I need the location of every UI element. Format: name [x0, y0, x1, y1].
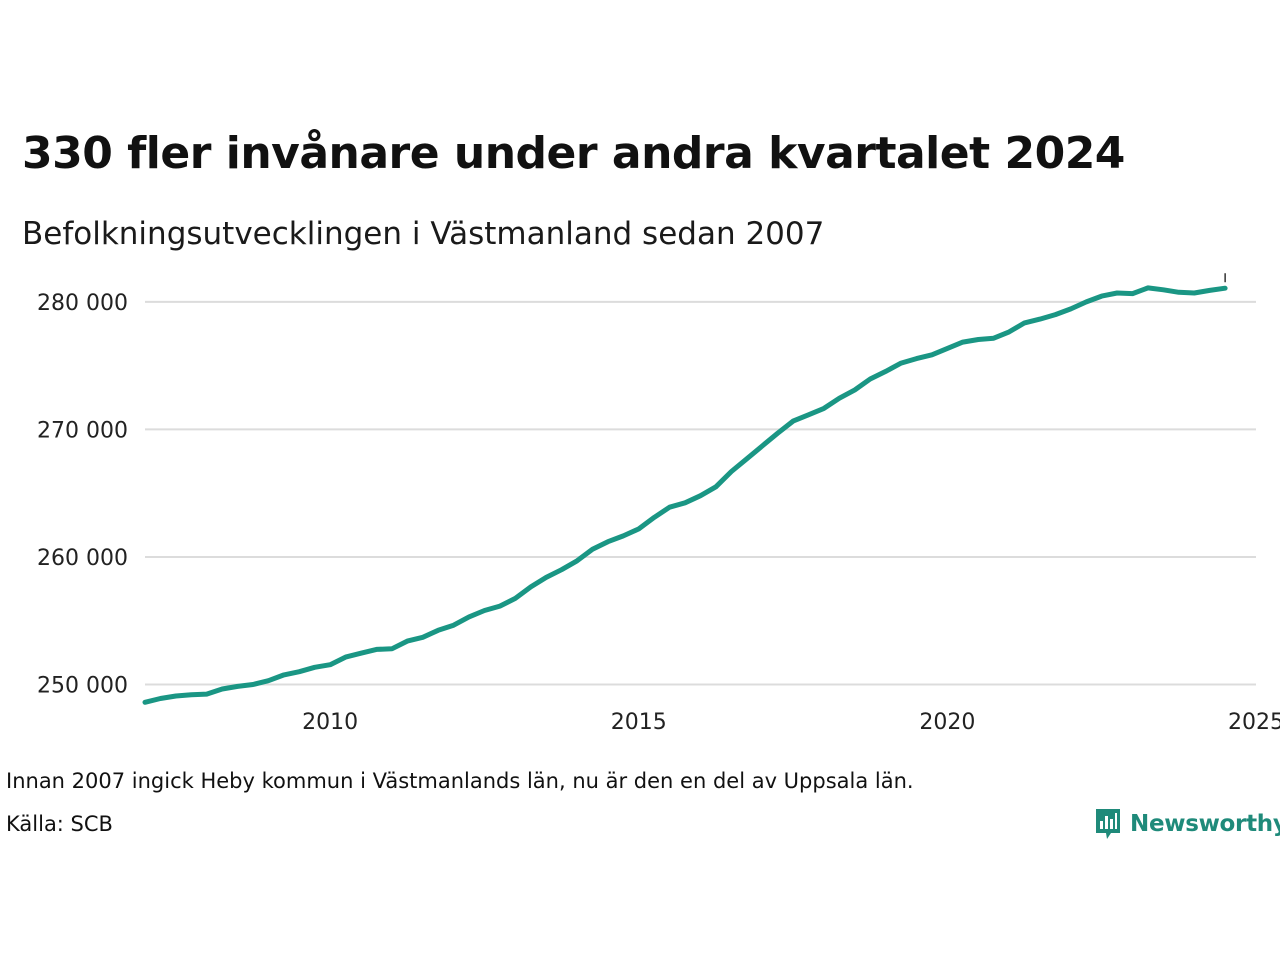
y-tick-label: 250 000 — [37, 673, 128, 698]
logo-text: Newsworthy — [1130, 811, 1280, 837]
x-tick-label: 2015 — [611, 710, 667, 735]
annotation-group: 281 070 — [1143, 270, 1247, 283]
series-group — [142, 285, 1228, 705]
newsworthy-logo: Newsworthy — [1094, 806, 1280, 842]
x-axis-tick-labels: 2010 2015 2020 2025 — [302, 710, 1280, 735]
gridlines — [145, 300, 1256, 686]
y-tick-label: 270 000 — [37, 418, 128, 443]
chart-subtitle: Befolkningsutvecklingen i Västmanland se… — [22, 216, 825, 252]
footnote: Innan 2007 ingick Heby kommun i Västmanl… — [6, 769, 914, 793]
chart-title: 330 fler invånare under andra kvartalet … — [22, 128, 1125, 179]
source-credit: Källa: SCB — [6, 812, 113, 836]
bar-chart-speech-icon — [1096, 809, 1120, 839]
line-chart: 250 000 260 000 270 000 280 000 2010 2015 202… — [37, 270, 1280, 735]
y-tick-label: 260 000 — [37, 546, 128, 571]
series-line — [142, 285, 1228, 705]
y-axis-tick-labels: 250 000 260 000 270 000 280 000 — [37, 291, 128, 699]
y-tick-label: 280 000 — [37, 291, 128, 316]
x-tick-label: 2010 — [302, 710, 358, 735]
x-tick-label: 2020 — [919, 710, 975, 735]
x-tick-label: 2025 — [1228, 710, 1280, 735]
